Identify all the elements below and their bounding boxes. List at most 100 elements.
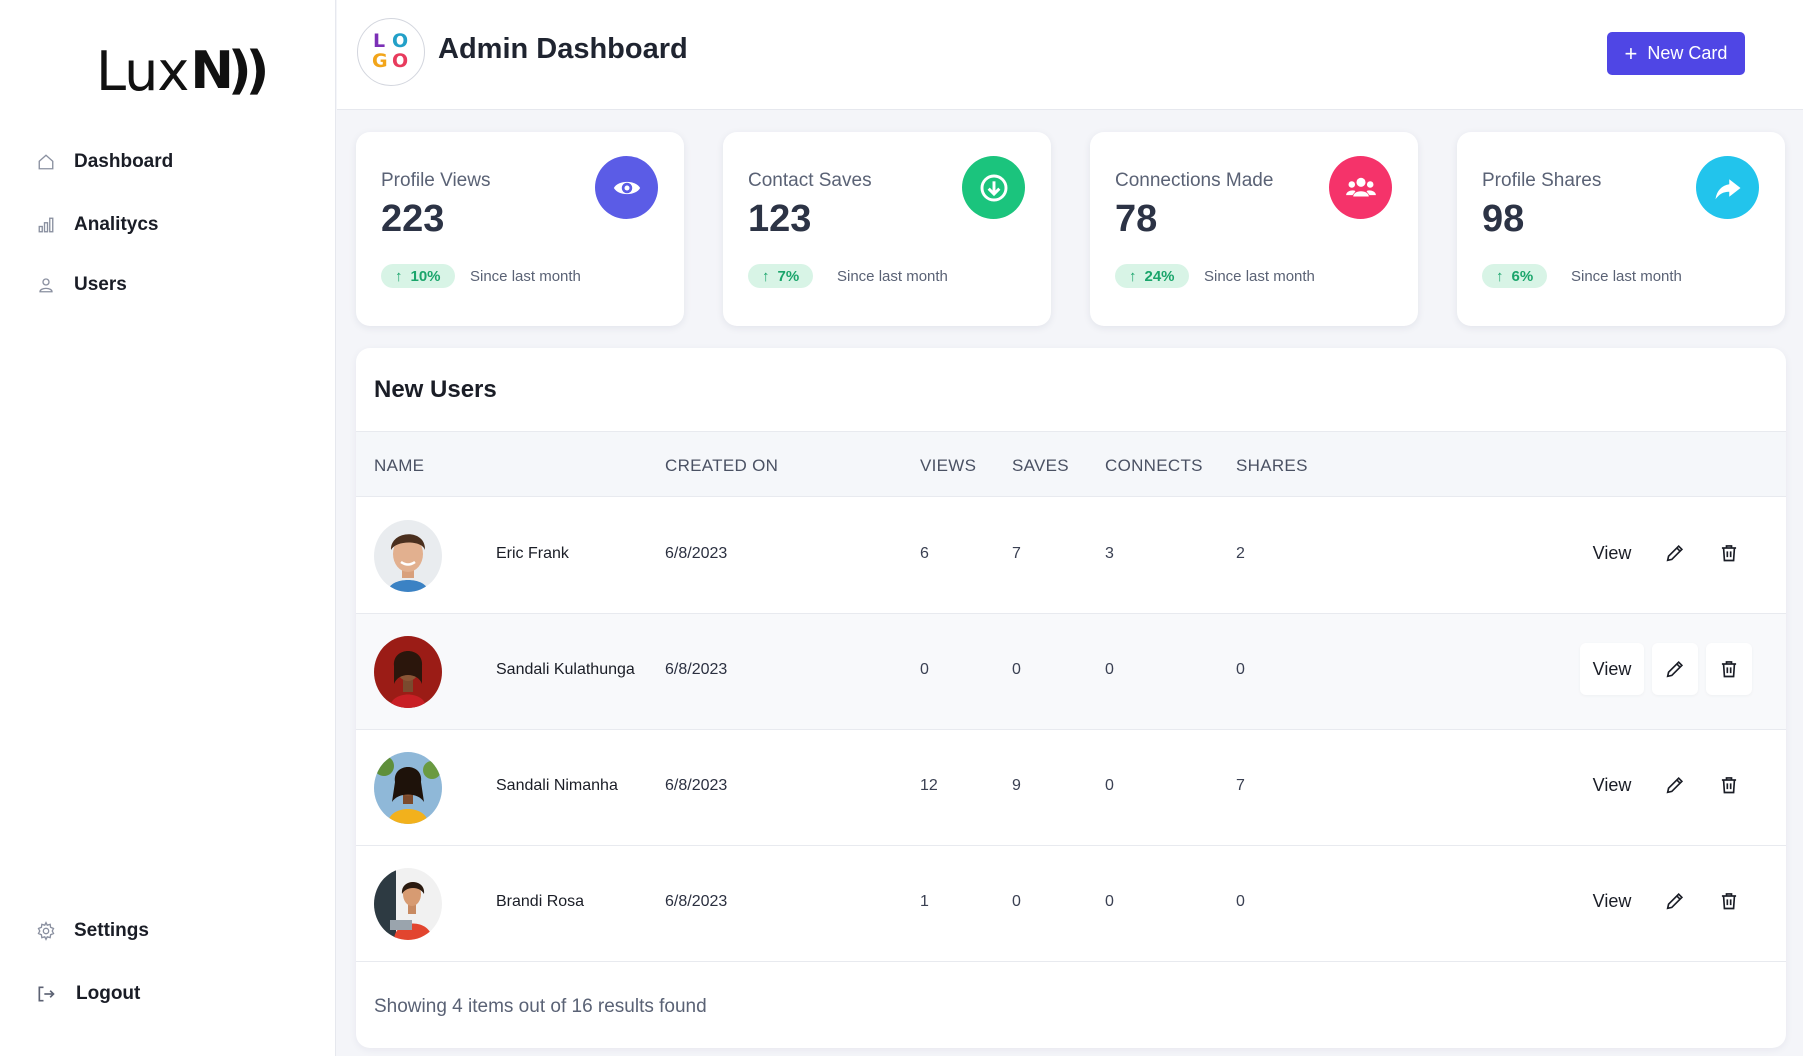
logo-letter: O bbox=[392, 30, 409, 52]
pencil-icon[interactable] bbox=[1652, 875, 1698, 927]
results-summary: Showing 4 items out of 16 results found bbox=[374, 996, 707, 1017]
stat-change-badge: ↑ 10% bbox=[381, 264, 455, 288]
stat-change-badge: ↑ 24% bbox=[1115, 264, 1189, 288]
stat-value: 123 bbox=[748, 198, 812, 240]
views-count: 1 bbox=[920, 893, 929, 910]
stat-change: 6% bbox=[1511, 267, 1534, 285]
table-row: Brandi Rosa 6/8/2023 1 0 0 0 View bbox=[356, 846, 1786, 962]
company-logo[interactable]: L O G O bbox=[357, 18, 425, 86]
shares-count: 7 bbox=[1236, 777, 1245, 794]
plus-icon: + bbox=[1624, 40, 1638, 66]
user-name: Brandi Rosa bbox=[496, 893, 585, 910]
saves-count: 0 bbox=[1012, 893, 1021, 910]
view-button[interactable]: View bbox=[1580, 643, 1644, 695]
sidebar-item-label: Users bbox=[74, 274, 127, 295]
stat-change: 10% bbox=[410, 267, 441, 285]
page-title: Admin Dashboard bbox=[438, 33, 688, 65]
pencil-icon[interactable] bbox=[1652, 759, 1698, 811]
user-icon bbox=[36, 275, 56, 295]
created-on: 6/8/2023 bbox=[665, 893, 728, 910]
pencil-icon[interactable] bbox=[1652, 527, 1698, 579]
sidebar-item-dashboard[interactable]: Dashboard bbox=[0, 142, 336, 182]
pencil-icon[interactable] bbox=[1652, 643, 1698, 695]
created-on: 6/8/2023 bbox=[665, 545, 728, 562]
arrow-up-icon: ↑ bbox=[762, 267, 770, 285]
saves-count: 9 bbox=[1012, 777, 1021, 794]
sidebar: Lux N)) Dashboard Analitycs bbox=[0, 0, 336, 1056]
column-header-name: NAME bbox=[374, 456, 425, 475]
top-header: L O G O Admin Dashboard + New Card bbox=[337, 0, 1803, 110]
sidebar-item-analytics[interactable]: Analitycs bbox=[0, 205, 336, 245]
stat-card-connections-made: Connections Made 78 ↑ 24% Since last mon… bbox=[1090, 132, 1418, 326]
views-count: 12 bbox=[920, 777, 938, 794]
avatar bbox=[374, 520, 442, 592]
stat-since: Since last month bbox=[837, 268, 948, 285]
trash-icon[interactable] bbox=[1706, 759, 1752, 811]
stat-card-profile-shares: Profile Shares 98 ↑ 6% Since last month bbox=[1457, 132, 1785, 326]
trash-icon[interactable] bbox=[1706, 643, 1752, 695]
new-card-label: New Card bbox=[1647, 43, 1728, 63]
stat-title: Profile Shares bbox=[1482, 170, 1602, 191]
logo-letter: L bbox=[373, 30, 386, 52]
brand-name: Lux bbox=[96, 39, 189, 103]
view-button[interactable]: View bbox=[1592, 774, 1632, 795]
home-icon bbox=[36, 152, 56, 172]
stat-change-badge: ↑ 6% bbox=[1482, 264, 1548, 288]
sidebar-item-settings[interactable]: Settings bbox=[0, 911, 336, 951]
logout-icon bbox=[36, 984, 56, 1004]
created-on: 6/8/2023 bbox=[665, 661, 728, 678]
stat-since: Since last month bbox=[1571, 268, 1682, 285]
connects-count: 0 bbox=[1105, 777, 1114, 794]
users-icon bbox=[1329, 156, 1392, 219]
sidebar-bottom-nav: Settings Logout bbox=[0, 911, 336, 1014]
table-row: Eric Frank 6/8/2023 6 7 3 2 View bbox=[356, 498, 1786, 614]
shares-count: 0 bbox=[1236, 661, 1245, 678]
stat-value: 78 bbox=[1115, 198, 1158, 240]
column-header-created-on: CREATED ON bbox=[665, 456, 779, 475]
brand-logo[interactable]: Lux N)) bbox=[96, 30, 269, 112]
new-card-button[interactable]: + New Card bbox=[1607, 32, 1745, 75]
view-button[interactable]: View bbox=[1592, 890, 1632, 911]
arrow-up-icon: ↑ bbox=[1496, 267, 1504, 285]
stat-since: Since last month bbox=[470, 268, 581, 285]
sidebar-item-label: Logout bbox=[76, 983, 141, 1004]
user-name: Sandali Kulathunga bbox=[496, 661, 635, 678]
trash-icon[interactable] bbox=[1706, 875, 1752, 927]
shares-count: 0 bbox=[1236, 893, 1245, 910]
gear-icon bbox=[36, 921, 56, 941]
trash-icon[interactable] bbox=[1706, 527, 1752, 579]
avatar bbox=[374, 868, 442, 940]
panel-title: New Users bbox=[374, 376, 497, 403]
sidebar-nav: Dashboard Analitycs Users bbox=[0, 142, 336, 305]
user-name: Sandali Nimanha bbox=[496, 777, 618, 794]
connects-count: 3 bbox=[1105, 545, 1114, 562]
eye-icon bbox=[595, 156, 658, 219]
arrow-up-icon: ↑ bbox=[1129, 267, 1137, 285]
table-row: Sandali Nimanha 6/8/2023 12 9 0 7 View bbox=[356, 730, 1786, 846]
sidebar-item-logout[interactable]: Logout bbox=[0, 974, 336, 1014]
stat-change: 7% bbox=[777, 267, 800, 285]
sidebar-item-users[interactable]: Users bbox=[0, 265, 336, 305]
avatar bbox=[374, 636, 442, 708]
avatar bbox=[374, 752, 442, 824]
column-header-views: VIEWS bbox=[920, 456, 977, 475]
column-header-shares: SHARES bbox=[1236, 456, 1308, 475]
stat-title: Connections Made bbox=[1115, 170, 1274, 191]
saves-count: 7 bbox=[1012, 545, 1021, 562]
table-header: NAME CREATED ON VIEWS SAVES CONNECTS SHA… bbox=[356, 431, 1786, 497]
stat-change: 24% bbox=[1144, 267, 1175, 285]
stat-title: Contact Saves bbox=[748, 170, 872, 191]
bar-chart-icon bbox=[36, 215, 56, 235]
column-header-saves: SAVES bbox=[1012, 456, 1069, 475]
stat-change-badge: ↑ 7% bbox=[748, 264, 814, 288]
saves-count: 0 bbox=[1012, 661, 1021, 678]
sidebar-item-label: Dashboard bbox=[74, 151, 174, 172]
table-row: Sandali Kulathunga 6/8/2023 0 0 0 0 View bbox=[356, 614, 1786, 730]
logo-letter: O bbox=[392, 50, 409, 72]
arrow-up-icon: ↑ bbox=[395, 267, 403, 285]
stat-card-profile-views: Profile Views 223 ↑ 10% Since last month bbox=[356, 132, 684, 326]
stat-title: Profile Views bbox=[381, 170, 491, 191]
view-button[interactable]: View bbox=[1592, 542, 1632, 563]
brand-mark: N)) bbox=[190, 41, 269, 101]
created-on: 6/8/2023 bbox=[665, 777, 728, 794]
